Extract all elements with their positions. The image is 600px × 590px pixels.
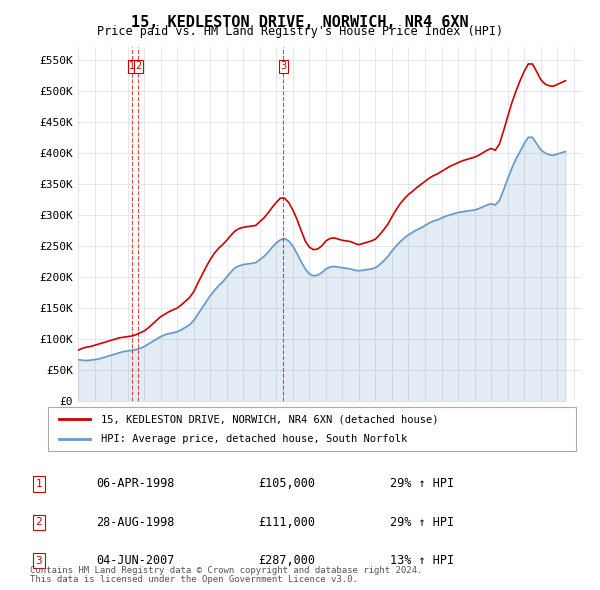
FancyBboxPatch shape: [48, 407, 576, 451]
Text: 2: 2: [35, 517, 43, 527]
Text: Contains HM Land Registry data © Crown copyright and database right 2024.: Contains HM Land Registry data © Crown c…: [30, 566, 422, 575]
Text: 2: 2: [135, 61, 142, 71]
Text: HPI: Average price, detached house, South Norfolk: HPI: Average price, detached house, Sout…: [101, 434, 407, 444]
Text: 3: 3: [280, 61, 286, 71]
Text: 15, KEDLESTON DRIVE, NORWICH, NR4 6XN: 15, KEDLESTON DRIVE, NORWICH, NR4 6XN: [131, 15, 469, 30]
Text: 06-APR-1998: 06-APR-1998: [96, 477, 175, 490]
Text: 04-JUN-2007: 04-JUN-2007: [96, 554, 175, 567]
Text: 29% ↑ HPI: 29% ↑ HPI: [390, 516, 454, 529]
Text: 1: 1: [129, 61, 135, 71]
Text: Price paid vs. HM Land Registry's House Price Index (HPI): Price paid vs. HM Land Registry's House …: [97, 25, 503, 38]
Text: 15, KEDLESTON DRIVE, NORWICH, NR4 6XN (detached house): 15, KEDLESTON DRIVE, NORWICH, NR4 6XN (d…: [101, 415, 438, 424]
Text: 3: 3: [35, 556, 43, 566]
Text: £287,000: £287,000: [258, 554, 315, 567]
Text: £111,000: £111,000: [258, 516, 315, 529]
Text: This data is licensed under the Open Government Licence v3.0.: This data is licensed under the Open Gov…: [30, 575, 358, 584]
Text: 1: 1: [35, 479, 43, 489]
Text: 29% ↑ HPI: 29% ↑ HPI: [390, 477, 454, 490]
Text: 28-AUG-1998: 28-AUG-1998: [96, 516, 175, 529]
Text: £105,000: £105,000: [258, 477, 315, 490]
Text: 13% ↑ HPI: 13% ↑ HPI: [390, 554, 454, 567]
